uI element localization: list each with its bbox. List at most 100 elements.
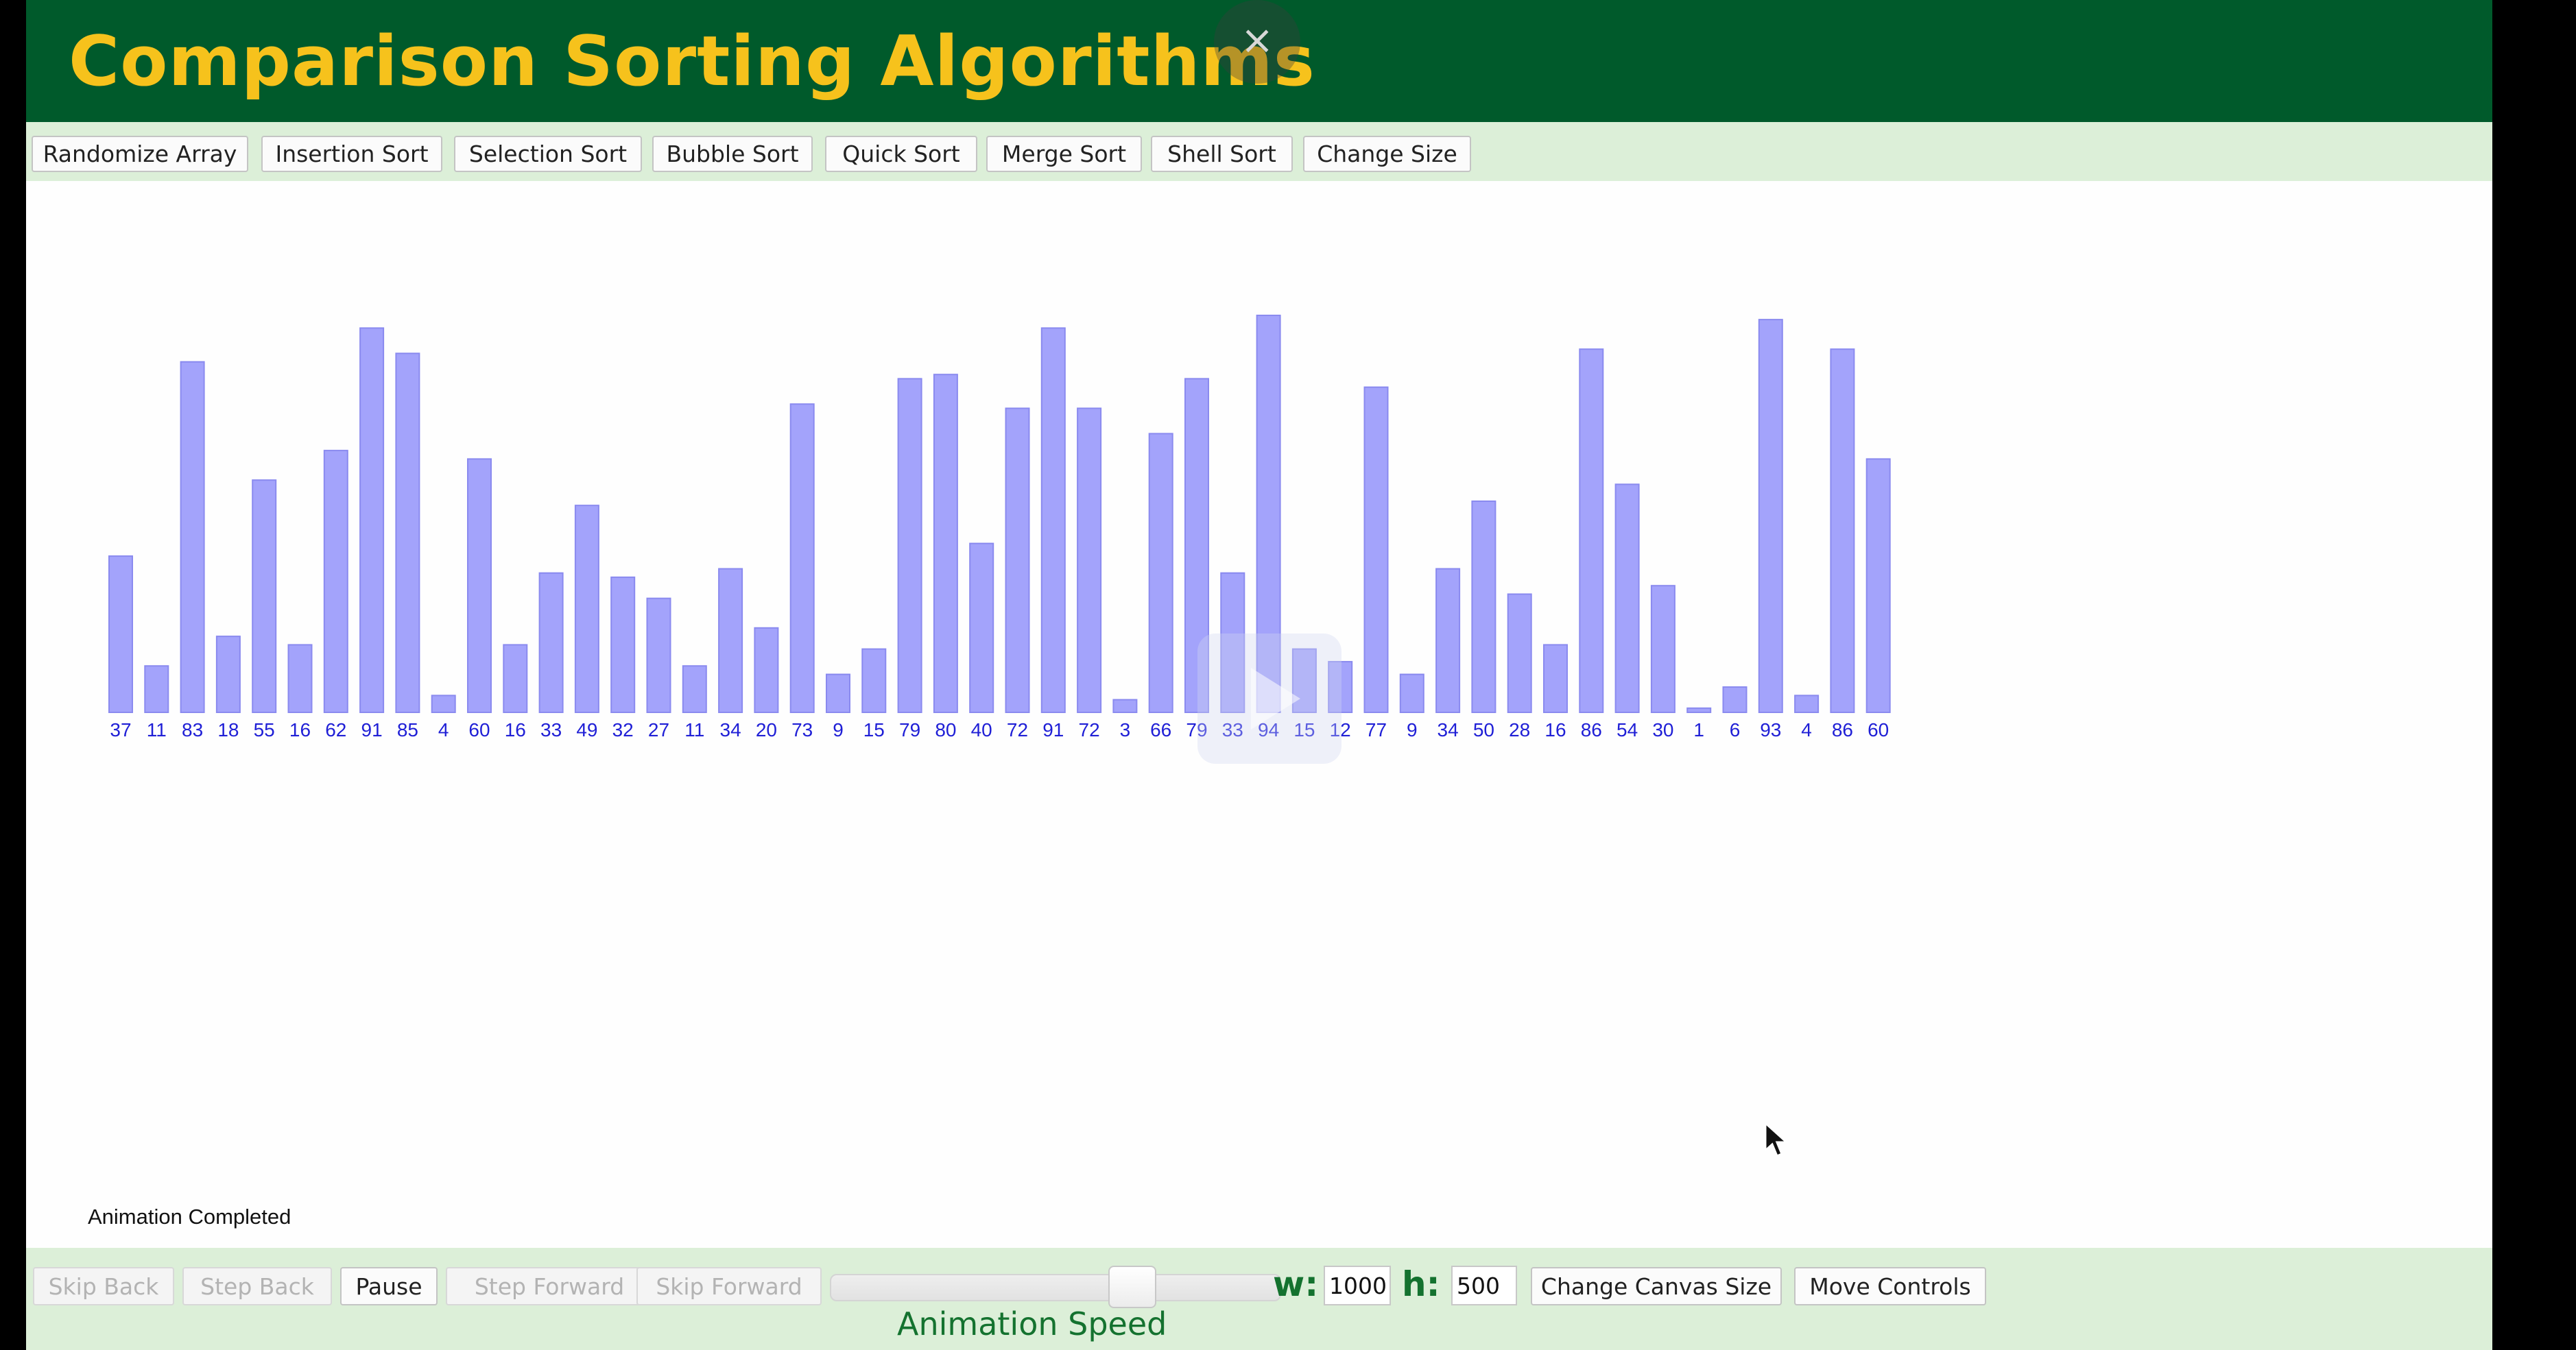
bar [826, 673, 850, 713]
shell-sort-button[interactable]: Shell Sort [1151, 136, 1293, 172]
bar-value-label: 54 [1617, 719, 1638, 740]
bubble-sort-button[interactable]: Bubble Sort [652, 136, 813, 172]
bar [1363, 386, 1389, 713]
bar [1650, 585, 1675, 714]
bar [503, 644, 528, 713]
bar [1830, 348, 1855, 714]
bar-value-label: 16 [505, 719, 526, 740]
bar [754, 627, 779, 713]
bar [1291, 648, 1317, 713]
bar-value-label: 77 [1365, 719, 1387, 740]
bar [144, 665, 169, 713]
app-window: Comparison Sorting Algorithms × Randomiz… [26, 0, 2492, 1350]
play-icon [1197, 634, 1341, 764]
bar-value-label: 6 [1730, 719, 1741, 740]
skip-back-button[interactable]: Skip Back [33, 1267, 174, 1305]
selection-sort-button[interactable]: Selection Sort [454, 136, 642, 172]
bar-value-label: 72 [1007, 719, 1028, 740]
height-label: h: [1402, 1264, 1440, 1304]
slider-track[interactable] [830, 1274, 1281, 1301]
bar [323, 450, 348, 713]
move-controls-button[interactable]: Move Controls [1794, 1267, 1986, 1305]
bar [574, 505, 599, 713]
bar [1865, 458, 1891, 713]
bar [1758, 319, 1783, 713]
width-label: w: [1273, 1264, 1319, 1304]
quick-sort-button[interactable]: Quick Sort [825, 136, 977, 172]
change-size-button[interactable]: Change Size [1303, 136, 1471, 172]
merge-sort-button[interactable]: Merge Sort [986, 136, 1142, 172]
bar [215, 636, 241, 713]
bar [359, 327, 385, 713]
bar [1686, 707, 1712, 714]
bar [718, 568, 743, 713]
bar [861, 648, 887, 713]
bar [1722, 686, 1748, 713]
bar [1399, 673, 1424, 713]
bar [467, 458, 492, 713]
status-message: Animation Completed [88, 1205, 291, 1229]
bar-value-label: 16 [1545, 719, 1566, 740]
bar-value-label: 86 [1832, 719, 1853, 740]
bar-value-label: 86 [1581, 719, 1602, 740]
bar [1328, 661, 1353, 714]
bar-value-label: 28 [1509, 719, 1530, 740]
bar [610, 576, 636, 713]
bar [897, 378, 922, 713]
change-canvas-size-button[interactable]: Change Canvas Size [1531, 1267, 1782, 1305]
skip-forward-button[interactable]: Skip Forward [636, 1267, 822, 1305]
bar-value-label: 85 [397, 719, 418, 740]
close-icon[interactable]: × [1214, 0, 1300, 84]
animation-controls: Skip Back Step Back Pause Step Forward S… [26, 1248, 2492, 1350]
bar-value-label: 37 [110, 719, 131, 740]
bar [646, 597, 671, 713]
bar [1112, 699, 1138, 714]
bar-value-label: 55 [254, 719, 275, 740]
step-forward-button[interactable]: Step Forward [446, 1267, 653, 1305]
bar-value-label: 34 [1438, 719, 1459, 740]
bar-value-label: 79 [1186, 719, 1207, 740]
bar [1256, 314, 1281, 713]
bar-value-label: 62 [325, 719, 346, 740]
bar [789, 403, 815, 713]
bar-value-label: 3 [1120, 719, 1131, 740]
insertion-sort-button[interactable]: Insertion Sort [261, 136, 442, 172]
bar [1614, 483, 1640, 713]
canvas-height-input[interactable] [1451, 1266, 1517, 1305]
canvas-width-input[interactable] [1324, 1266, 1391, 1305]
bar [1579, 348, 1604, 714]
bar-value-label: 33 [1222, 719, 1243, 740]
animation-speed-slider[interactable] [830, 1263, 1281, 1308]
bar-value-label: 49 [576, 719, 597, 740]
bar-value-label: 4 [438, 719, 449, 740]
page-title: Comparison Sorting Algorithms [69, 21, 1315, 101]
bar-value-label: 9 [833, 719, 844, 740]
bar [1507, 593, 1532, 714]
step-back-button[interactable]: Step Back [182, 1267, 332, 1305]
bar-value-label: 72 [1079, 719, 1100, 740]
bar-value-label: 32 [612, 719, 634, 740]
bar [431, 695, 456, 713]
bar-value-label: 1 [1693, 719, 1704, 740]
pause-button[interactable]: Pause [340, 1267, 438, 1305]
slider-thumb[interactable] [1108, 1266, 1156, 1308]
randomize-array-button[interactable]: Randomize Array [32, 136, 248, 172]
bar-value-label: 80 [935, 719, 956, 740]
bar-value-label: 15 [863, 719, 885, 740]
bar [682, 665, 707, 713]
bar [1435, 568, 1461, 713]
bar-value-label: 20 [756, 719, 777, 740]
bar [1077, 407, 1102, 713]
bar-value-label: 15 [1293, 719, 1315, 740]
bar [969, 542, 994, 713]
bar [933, 374, 958, 713]
bar [1184, 378, 1209, 713]
bar-value-label: 18 [217, 719, 239, 740]
bar-value-label: 91 [361, 719, 383, 740]
bar-value-label: 11 [147, 719, 167, 740]
bar-chart: 37 11 83 18 55 16 62 91 85 4 60 16 33 49 32 27 11 34 20 73 9… [108, 314, 1891, 740]
bar-value-label: 34 [720, 719, 741, 740]
bar-value-label: 9 [1407, 719, 1418, 740]
algorithm-toolbar: Randomize Array Insertion Sort Selection… [26, 122, 2492, 181]
bar [287, 644, 313, 713]
